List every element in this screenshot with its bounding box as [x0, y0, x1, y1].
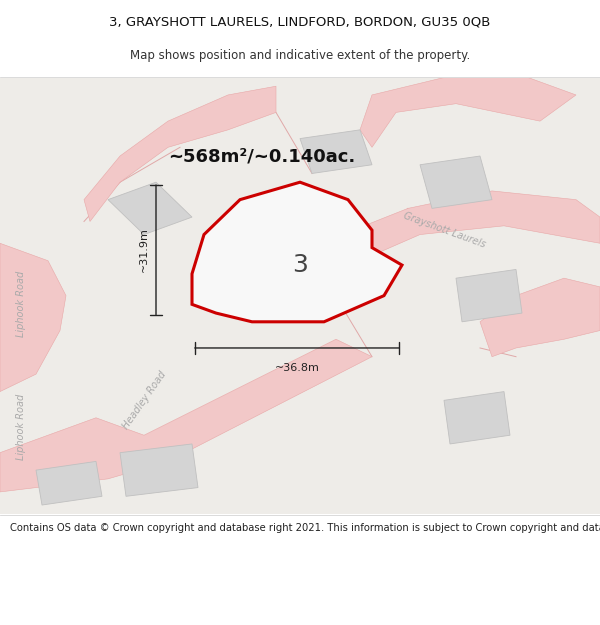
Polygon shape	[300, 130, 372, 174]
Polygon shape	[420, 156, 492, 208]
Polygon shape	[0, 339, 372, 492]
Polygon shape	[480, 278, 600, 357]
Text: Liphook Road: Liphook Road	[16, 393, 26, 459]
Text: Liphook Road: Liphook Road	[16, 271, 26, 338]
Polygon shape	[456, 269, 522, 322]
Text: Contains OS data © Crown copyright and database right 2021. This information is : Contains OS data © Crown copyright and d…	[10, 522, 600, 532]
Polygon shape	[84, 86, 276, 221]
Text: Headley Road: Headley Road	[121, 369, 167, 431]
Polygon shape	[330, 191, 600, 287]
Text: ~568m²/~0.140ac.: ~568m²/~0.140ac.	[168, 147, 355, 165]
Polygon shape	[444, 392, 510, 444]
Polygon shape	[108, 182, 192, 234]
Polygon shape	[120, 444, 198, 496]
Polygon shape	[192, 182, 402, 322]
Text: Map shows position and indicative extent of the property.: Map shows position and indicative extent…	[130, 49, 470, 62]
Text: Grayshott Laurels: Grayshott Laurels	[401, 211, 487, 250]
Text: ~31.9m: ~31.9m	[139, 228, 149, 272]
Polygon shape	[0, 243, 66, 392]
Polygon shape	[360, 78, 576, 148]
Text: ~36.8m: ~36.8m	[275, 363, 319, 373]
Text: 3, GRAYSHOTT LAURELS, LINDFORD, BORDON, GU35 0QB: 3, GRAYSHOTT LAURELS, LINDFORD, BORDON, …	[109, 15, 491, 28]
Polygon shape	[36, 461, 102, 505]
Text: 3: 3	[292, 253, 308, 277]
